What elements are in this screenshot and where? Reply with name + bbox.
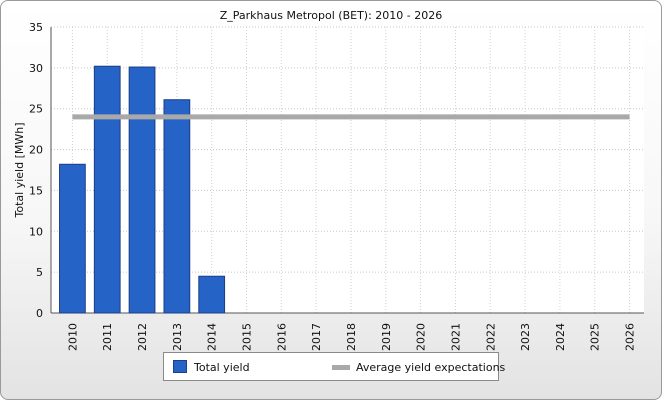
bar-2012 bbox=[128, 66, 156, 314]
x-tick-label: 2024 bbox=[554, 323, 567, 351]
legend-swatch-total-yield bbox=[173, 360, 187, 373]
bar-2014 bbox=[198, 275, 226, 314]
legend: Total yield Average yield expectations bbox=[163, 352, 505, 381]
x-tick-label: 2021 bbox=[449, 323, 462, 351]
x-tick-label: 2019 bbox=[380, 323, 393, 351]
x-tick-label: 2013 bbox=[171, 323, 184, 351]
x-tick-label: 2025 bbox=[589, 323, 602, 351]
y-axis-title: Total yield [MWh] bbox=[13, 123, 26, 219]
x-tick-label: 2014 bbox=[206, 323, 219, 351]
x-tick-label: 2026 bbox=[624, 323, 637, 351]
y-tick-label: 10 bbox=[29, 225, 43, 238]
y-tick-label: 30 bbox=[29, 62, 43, 75]
x-tick-label: 2011 bbox=[101, 323, 114, 351]
x-tick-label: 2016 bbox=[275, 323, 288, 351]
y-tick-label: 25 bbox=[29, 103, 43, 116]
y-tick-label: 20 bbox=[29, 144, 43, 157]
bar-2010 bbox=[59, 163, 86, 314]
x-tick-label: 2022 bbox=[484, 323, 497, 351]
legend-label-average-yield: Average yield expectations bbox=[356, 361, 506, 374]
x-tick-label: 2020 bbox=[415, 323, 428, 351]
bar-2013 bbox=[163, 99, 191, 314]
x-tick-label: 2018 bbox=[345, 323, 358, 351]
bars bbox=[59, 65, 226, 314]
x-tick-label: 2010 bbox=[66, 323, 79, 351]
chart-title: Z_Parkhaus Metropol (BET): 2010 - 2026 bbox=[219, 9, 443, 22]
y-tick-label: 0 bbox=[36, 307, 43, 320]
legend-swatch-average-yield bbox=[332, 365, 350, 370]
y-tick-label: 5 bbox=[36, 266, 43, 279]
legend-label-total-yield: Total yield bbox=[194, 361, 250, 374]
x-tick-label: 2012 bbox=[136, 323, 149, 351]
x-tick-label: 2023 bbox=[519, 323, 532, 351]
y-tick-label: 35 bbox=[29, 21, 43, 34]
y-tick-label: 15 bbox=[29, 184, 43, 197]
x-tick-label: 2017 bbox=[310, 323, 323, 351]
x-tick-label: 2015 bbox=[241, 323, 254, 351]
bar-2011 bbox=[93, 65, 121, 314]
